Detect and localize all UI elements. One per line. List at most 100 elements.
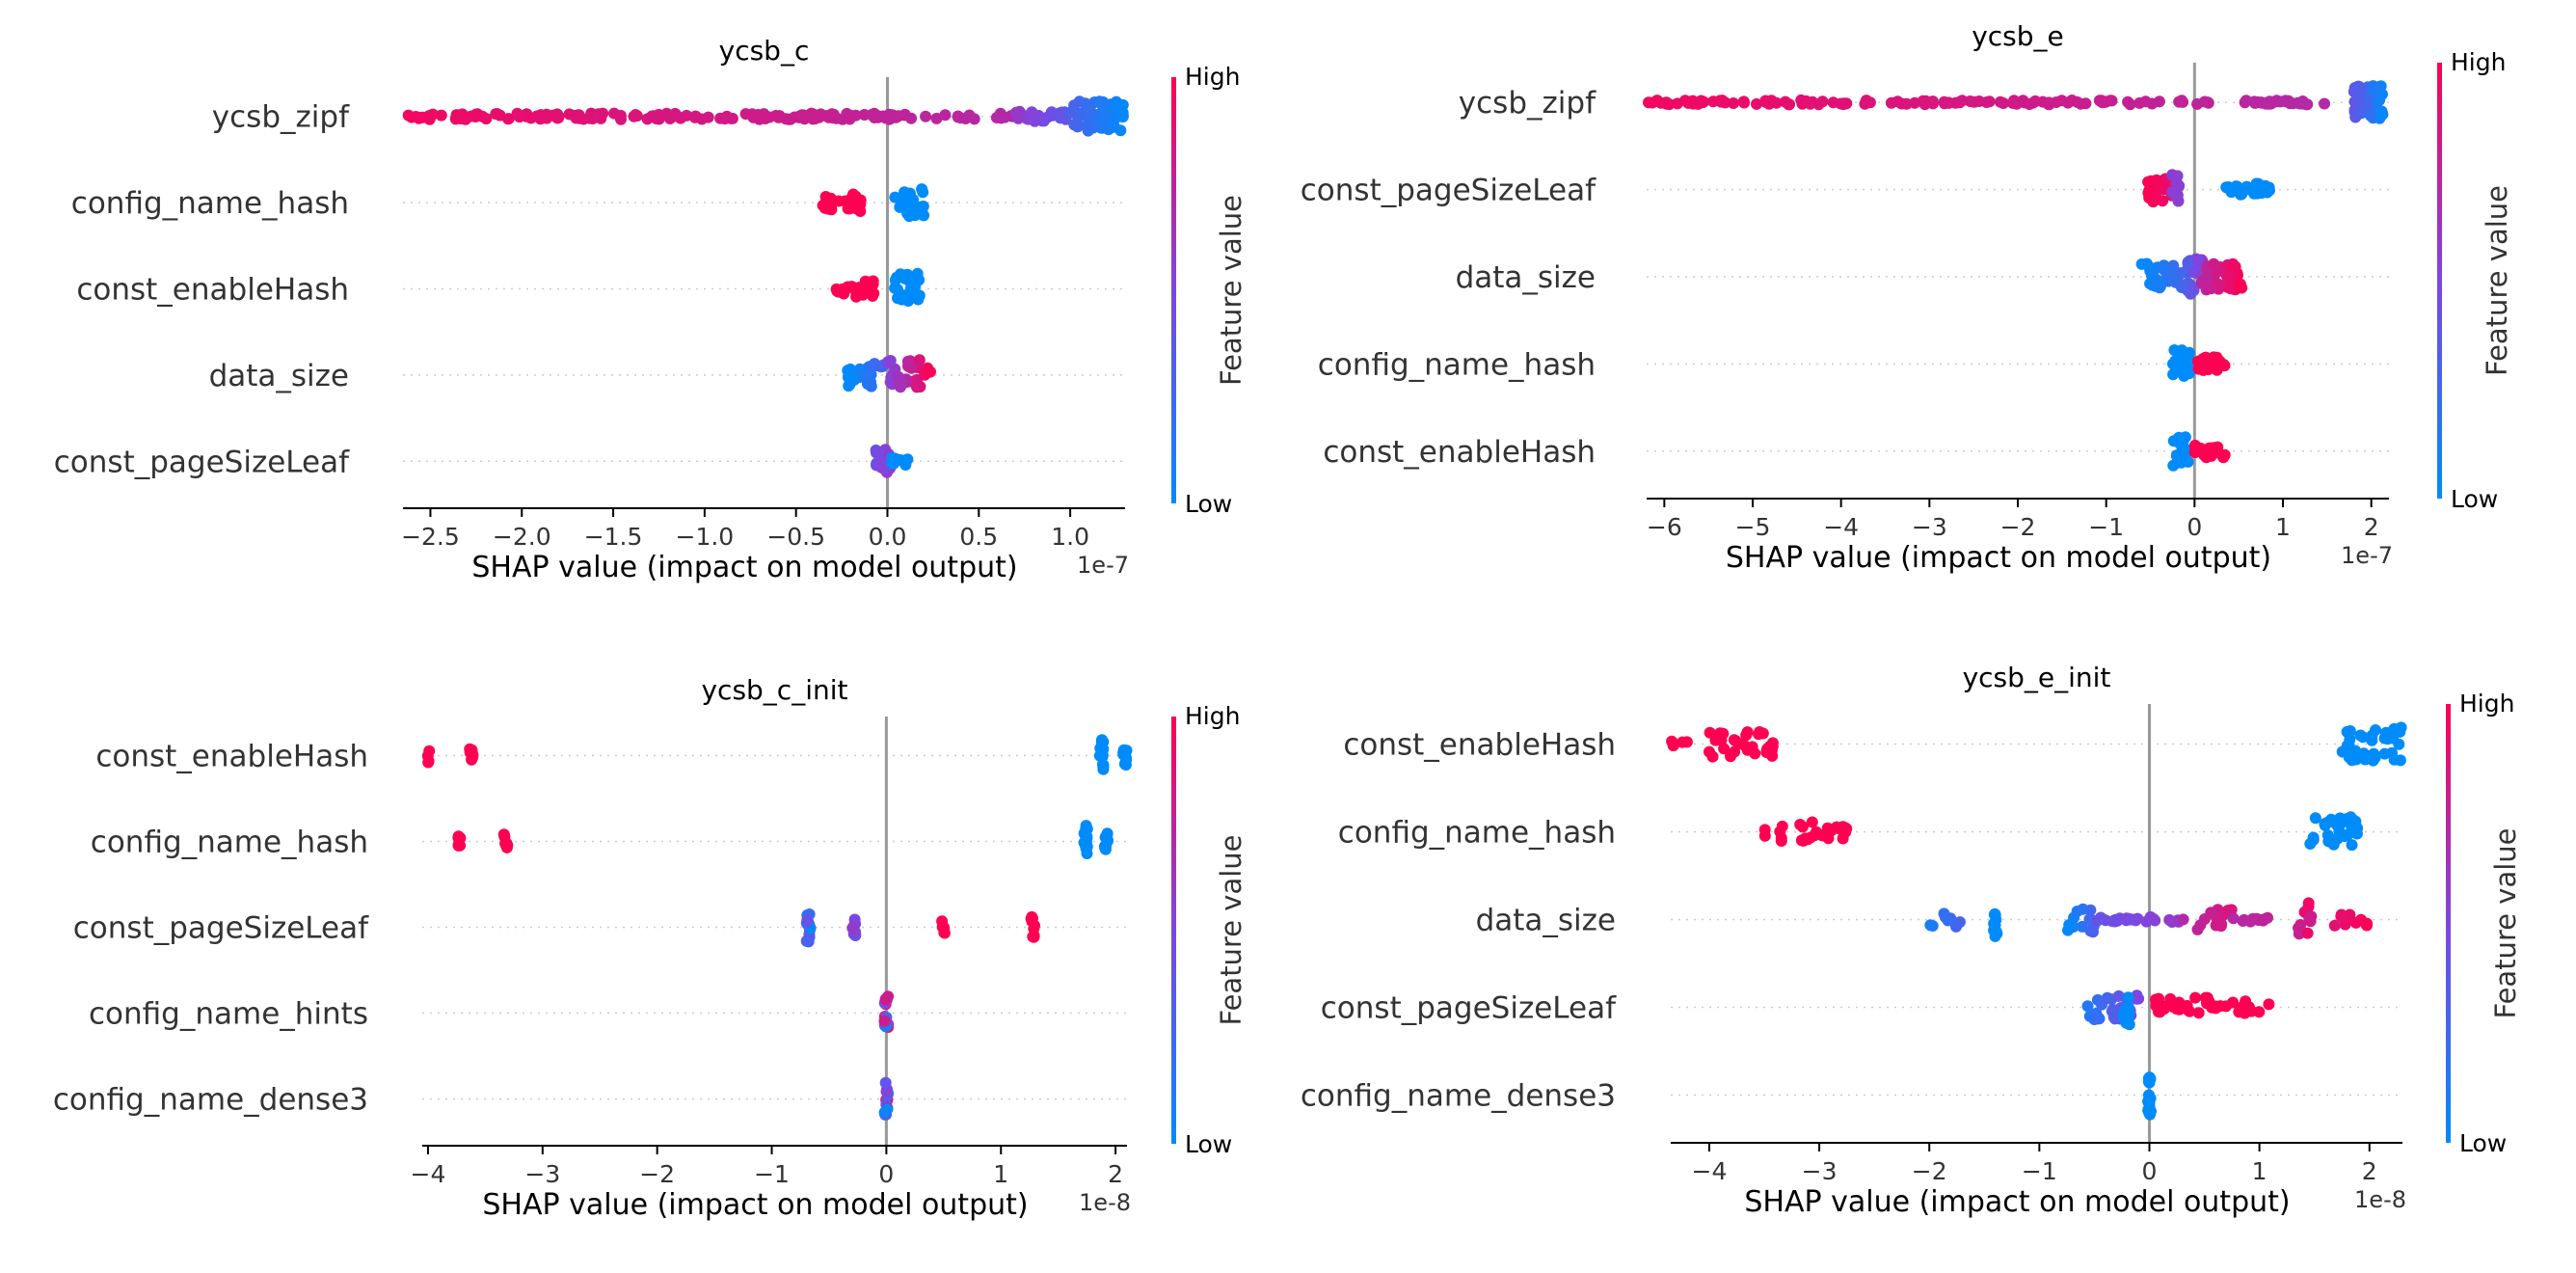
shap-point bbox=[2294, 919, 2307, 931]
shap-point bbox=[802, 935, 815, 948]
shap-point bbox=[939, 109, 952, 122]
shap-point bbox=[2185, 287, 2197, 300]
shap-point bbox=[831, 285, 844, 297]
shap-point bbox=[1831, 821, 1842, 833]
shap-point bbox=[2192, 1007, 2205, 1019]
shap-point bbox=[470, 108, 482, 121]
chart-panel-ycsb-e-init: ycsb_e_init const_enableHash config_name_h… bbox=[1301, 662, 2522, 1219]
shap-point bbox=[2356, 731, 2369, 744]
shap-point bbox=[2194, 919, 2207, 932]
shap-point bbox=[1751, 97, 1762, 110]
shap-point bbox=[2265, 97, 2277, 110]
shap-point bbox=[1099, 110, 1111, 122]
shap-point bbox=[615, 113, 627, 125]
shap-point bbox=[850, 290, 863, 303]
shap-point bbox=[2381, 733, 2394, 745]
feature-label: config_name_hash bbox=[1318, 347, 1596, 382]
colorbar-high-label: High bbox=[1185, 702, 1240, 730]
shap-point bbox=[1968, 95, 1980, 108]
shap-point bbox=[597, 107, 609, 120]
x-axis-label: SHAP value (impact on model output) bbox=[1744, 1185, 2290, 1219]
shap-point bbox=[2122, 991, 2134, 1004]
shap-point bbox=[1776, 820, 1788, 832]
shap-point bbox=[1939, 911, 1951, 924]
shap-point bbox=[899, 272, 911, 284]
shap-point bbox=[2007, 96, 2020, 109]
shap-point bbox=[911, 267, 924, 280]
shap-point bbox=[1096, 122, 1109, 134]
chart-title: ycsb_c bbox=[719, 35, 810, 67]
feature-dots-config-name-hints bbox=[878, 990, 895, 1033]
shap-point bbox=[2171, 358, 2184, 370]
shap-point bbox=[1082, 104, 1094, 117]
shap-point bbox=[1026, 910, 1038, 923]
shap-point bbox=[427, 108, 439, 121]
shap-point bbox=[1729, 745, 1741, 758]
colorbar-title: Feature value bbox=[2481, 185, 2513, 376]
shap-point bbox=[421, 749, 434, 762]
shap-point bbox=[2177, 913, 2189, 926]
shap-point bbox=[1924, 919, 1937, 932]
x-tick-label: 1.0 bbox=[1051, 523, 1089, 551]
shap-point bbox=[901, 355, 914, 367]
shap-point bbox=[2241, 180, 2253, 193]
x-axis-offset-label: 1e-7 bbox=[1077, 552, 1129, 579]
shap-point bbox=[889, 274, 901, 286]
x-tick-label: 0.0 bbox=[869, 523, 907, 551]
shap-point bbox=[2166, 1000, 2179, 1013]
shap-point bbox=[783, 113, 795, 125]
shap-point bbox=[854, 194, 867, 206]
shap-point bbox=[1994, 95, 2006, 108]
shap-point bbox=[1766, 740, 1779, 752]
shap-point bbox=[881, 1103, 894, 1116]
x-tick-label: −0.5 bbox=[766, 523, 825, 551]
x-tick-label: 0 bbox=[2142, 1157, 2158, 1185]
feature-dots-const-enableHash bbox=[1666, 721, 2407, 767]
x-tick-label: −2.0 bbox=[493, 523, 551, 551]
shap-point bbox=[1094, 95, 1107, 108]
shap-point bbox=[872, 447, 884, 459]
shap-point bbox=[2192, 363, 2205, 375]
shap-point bbox=[500, 837, 513, 850]
feature-dots-config-name-hash bbox=[452, 820, 1114, 859]
feature-dots-data-size bbox=[2135, 253, 2248, 300]
shap-point bbox=[2370, 82, 2382, 95]
shap-point bbox=[2024, 98, 2035, 110]
shap-point bbox=[1704, 726, 1716, 739]
shap-point bbox=[902, 197, 915, 208]
shap-point bbox=[882, 990, 895, 1003]
shap-point bbox=[1821, 822, 1834, 834]
shap-point bbox=[843, 365, 855, 377]
shap-point bbox=[466, 745, 478, 757]
shap-point bbox=[2214, 280, 2226, 292]
shap-point bbox=[2309, 812, 2321, 825]
shap-point bbox=[905, 112, 918, 124]
shap-point bbox=[1892, 95, 1904, 108]
shap-point bbox=[1917, 95, 1929, 108]
shap-point bbox=[2191, 254, 2204, 266]
shap-point bbox=[2302, 897, 2315, 909]
shap-point bbox=[2144, 910, 2157, 923]
shap-point bbox=[2205, 283, 2217, 295]
x-tick-label: −4 bbox=[1692, 1157, 1728, 1185]
feature-label: const_enableHash bbox=[1323, 435, 1596, 470]
shap-point bbox=[2172, 436, 2185, 448]
shap-point bbox=[2122, 95, 2134, 108]
feature-label: config_name_dense3 bbox=[53, 1083, 368, 1118]
shap-point bbox=[2081, 1000, 2094, 1013]
shap-point bbox=[650, 113, 662, 124]
shap-point bbox=[865, 281, 877, 293]
shap-point bbox=[2153, 992, 2164, 1005]
feature-label: ycsb_zipf bbox=[1459, 86, 1597, 121]
shap-point bbox=[2142, 1096, 2155, 1108]
shap-point bbox=[2301, 927, 2314, 939]
colorbar bbox=[1171, 77, 1176, 503]
feature-dots-config-name-hash bbox=[2167, 344, 2231, 382]
shap-point bbox=[2335, 910, 2348, 923]
shap-point bbox=[2242, 1001, 2255, 1014]
colorbar bbox=[2437, 63, 2442, 499]
shap-point bbox=[1095, 737, 1108, 749]
feature-dots-ycsb-zipf bbox=[402, 95, 1129, 137]
shap-point bbox=[1763, 95, 1776, 108]
shap-point bbox=[413, 112, 425, 124]
